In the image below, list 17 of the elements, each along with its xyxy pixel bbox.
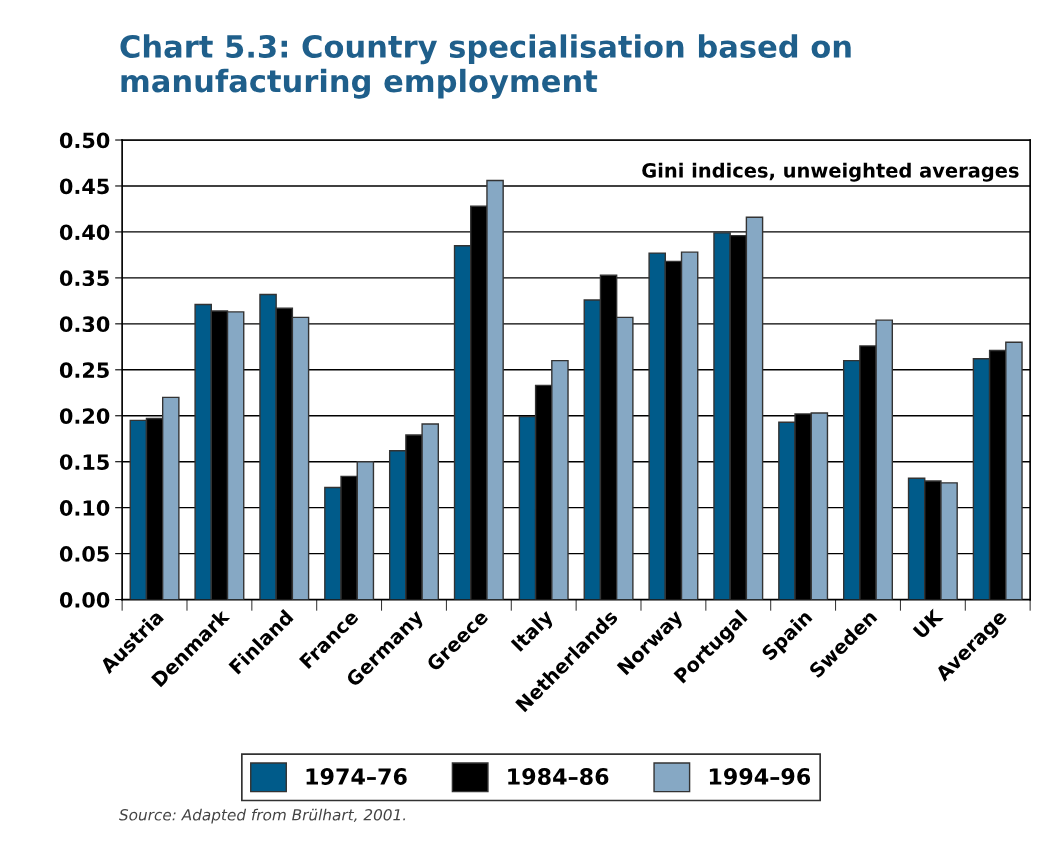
text: Gini indices, unweighted averages (642, 162, 1019, 182)
legend-label: 1974–76 (306, 768, 407, 785)
legend-label: 1994–96 (709, 768, 811, 785)
legend-label: 1984–86 (508, 768, 609, 785)
source-note: Source: Adapted from Brülhart, 2001. (119, 808, 406, 824)
y-tick-label: 0.05 (59, 546, 109, 562)
y-tick-label: 0.35 (59, 270, 109, 287)
y-tick-label: 0.25 (59, 362, 109, 379)
y-tick-label: 0.20 (59, 408, 110, 424)
y-tick-label: 0.30 (59, 316, 110, 333)
y-tick-label: 0.00 (59, 592, 110, 608)
y-tick-label: 0.45 (59, 178, 109, 195)
y-tick-label: 0.40 (59, 224, 110, 241)
chart-title: Chart 5.3: Country specialisation based on manufacturing employment (120, 34, 851, 99)
y-tick-label: 0.15 (59, 454, 109, 470)
y-tick-label: 0.10 (59, 500, 110, 516)
y-tick-label: 0.50 (59, 132, 110, 149)
